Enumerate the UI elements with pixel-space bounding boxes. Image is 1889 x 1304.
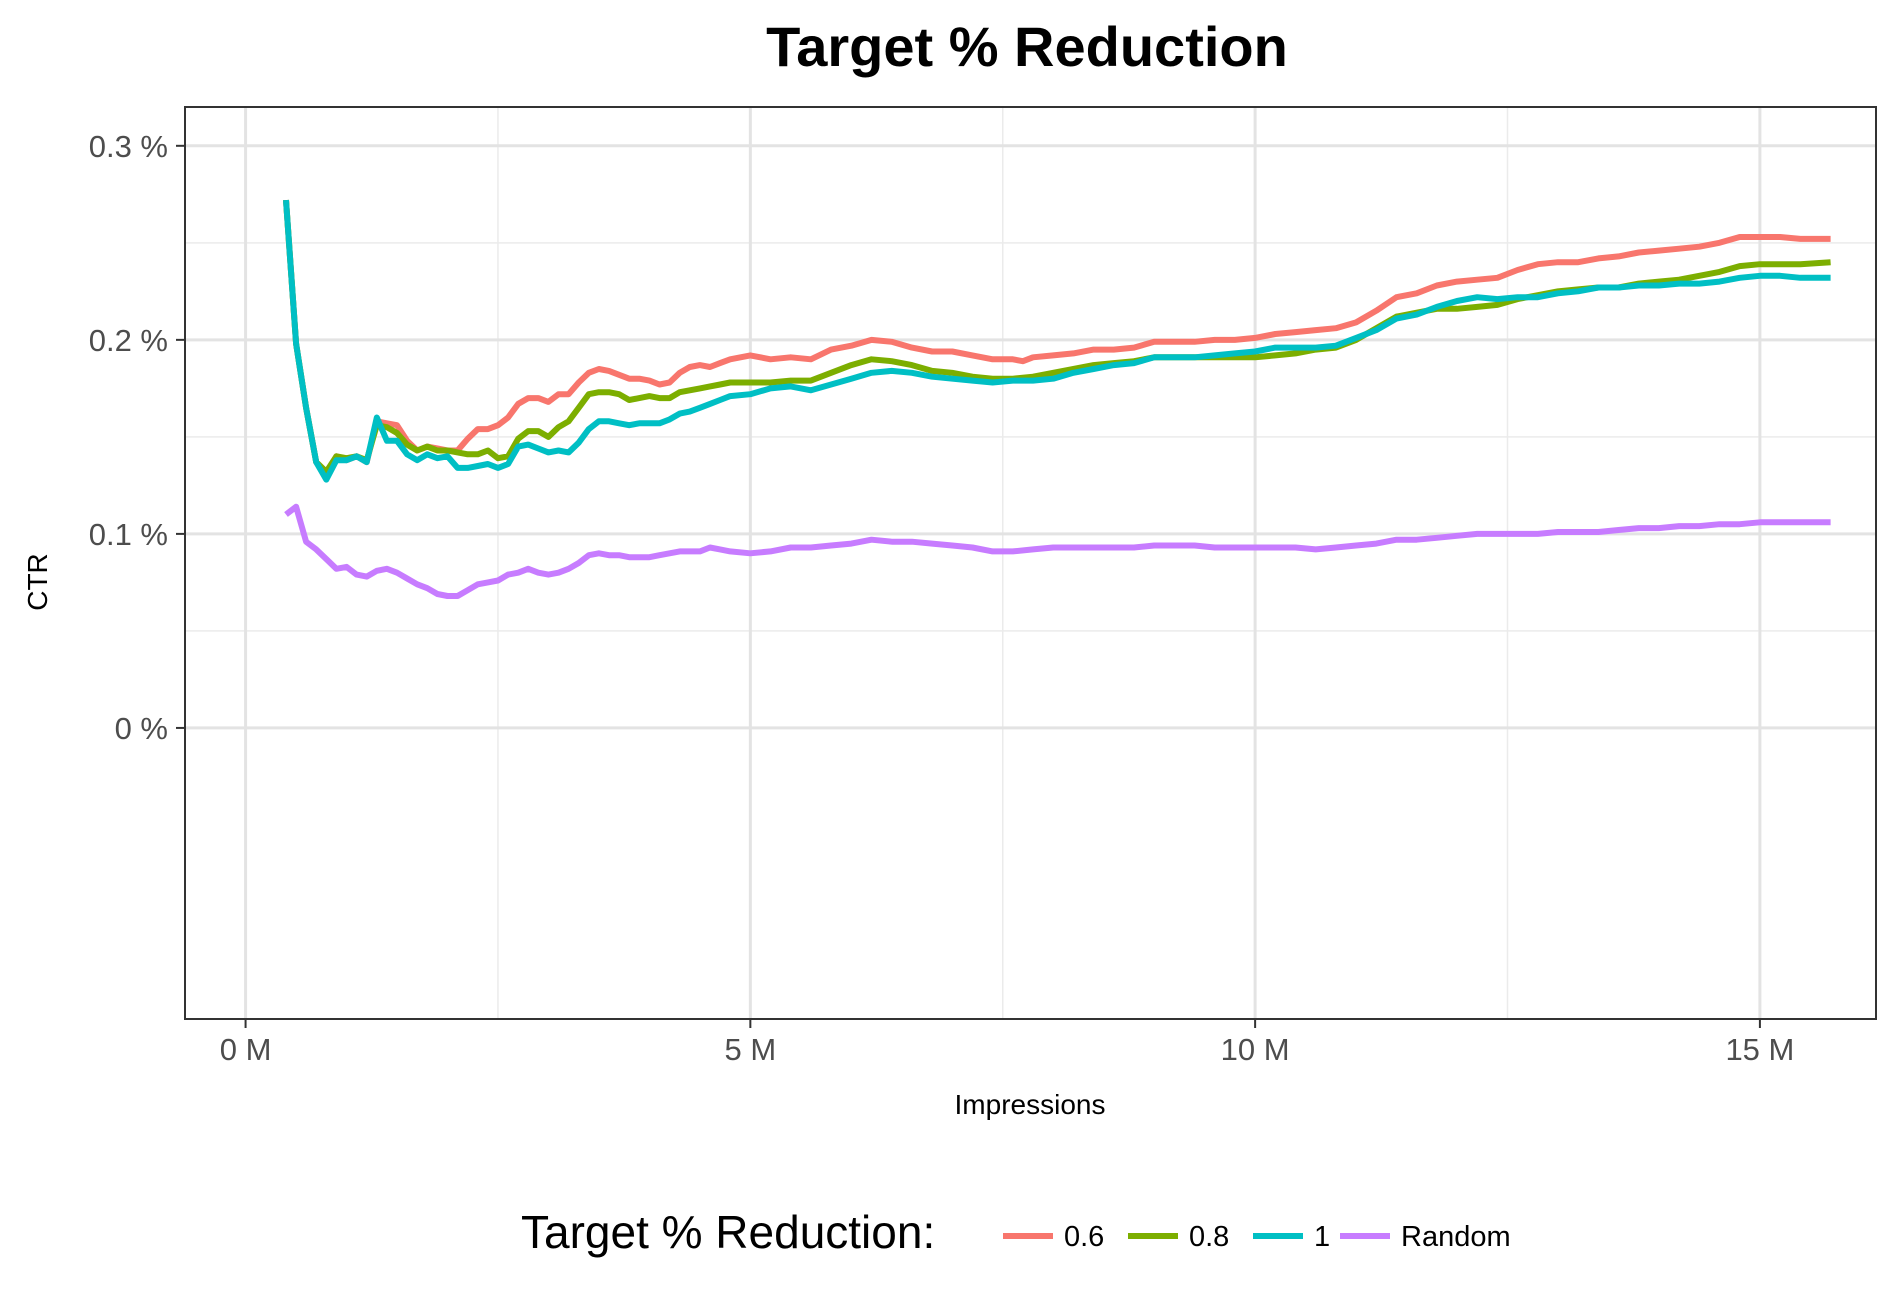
x-tick-label: 0 M xyxy=(220,1032,272,1067)
y-tick-label: 0.3 % xyxy=(89,129,168,164)
x-tick-label: 10 M xyxy=(1221,1032,1290,1067)
legend-label: Random xyxy=(1401,1221,1511,1253)
x-tick-label: 5 M xyxy=(725,1032,777,1067)
series-line-random xyxy=(284,503,1831,599)
x-axis-title: Impressions xyxy=(955,1089,1106,1120)
x-tick-label: 15 M xyxy=(1725,1032,1794,1067)
series-line-0-8 xyxy=(283,199,1831,475)
legend-title: Target % Reduction: xyxy=(521,1206,935,1258)
y-tick-label: 0.2 % xyxy=(89,323,168,358)
series-lines xyxy=(283,199,1831,599)
axes: 0 M 5 M 10 M 15 M 0 % 0.1 % 0.2 % 0.3 % xyxy=(89,129,1795,1067)
legend-label: 1 xyxy=(1314,1221,1330,1253)
y-axis-title: CTR xyxy=(22,553,53,611)
legend-items: 0.6 0.8 1 Random xyxy=(1003,1221,1511,1253)
plot-panel-border xyxy=(184,106,1877,1020)
y-tick-label: 0 % xyxy=(115,711,168,746)
legend: Target % Reduction: 0.6 0.8 1 Random xyxy=(521,1206,1511,1258)
legend-label: 0.8 xyxy=(1189,1221,1229,1253)
chart-title: Target % Reduction xyxy=(766,15,1288,78)
legend-label: 0.6 xyxy=(1064,1221,1104,1253)
series-line-1 xyxy=(283,199,1831,483)
grid-lines xyxy=(185,107,1876,1019)
y-tick-label: 0.1 % xyxy=(89,517,168,552)
